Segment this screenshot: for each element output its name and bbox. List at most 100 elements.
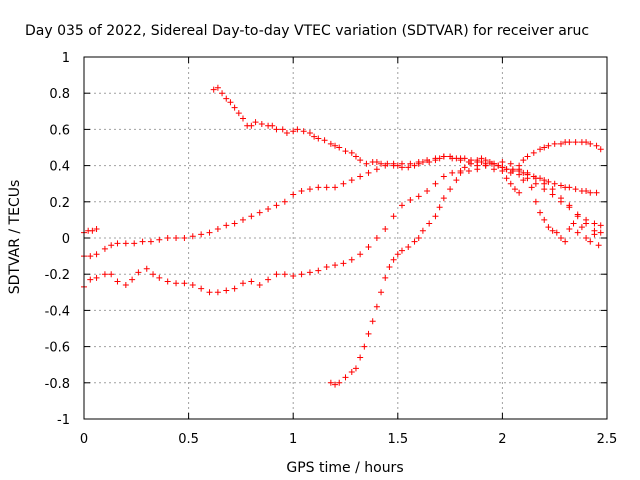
data-point bbox=[348, 149, 355, 156]
data-point bbox=[231, 104, 238, 111]
data-point bbox=[382, 225, 389, 232]
data-point bbox=[407, 160, 414, 167]
data-point bbox=[390, 160, 397, 167]
data-point bbox=[386, 263, 393, 270]
data-point bbox=[321, 137, 328, 144]
data-point bbox=[524, 171, 531, 178]
data-point bbox=[415, 193, 422, 200]
y-axis-ticks: 1 0.8 0.6 0.4 0.2 0 -0.2 -0.4 -0.6 -0.8 -1 bbox=[45, 51, 607, 428]
data-point bbox=[181, 235, 188, 241]
data-point bbox=[566, 225, 573, 232]
data-point bbox=[101, 245, 108, 252]
data-points bbox=[81, 84, 604, 388]
data-point bbox=[587, 140, 594, 147]
data-point bbox=[390, 213, 397, 220]
data-point bbox=[315, 135, 322, 142]
data-point bbox=[537, 209, 544, 216]
data-point bbox=[587, 189, 594, 196]
data-point bbox=[398, 202, 405, 209]
data-point bbox=[336, 379, 343, 386]
data-point bbox=[382, 274, 389, 281]
data-point bbox=[593, 189, 600, 196]
y-tick-label: 0.8 bbox=[49, 87, 70, 102]
y-axis-label: SDTVAR / TECUs bbox=[7, 180, 23, 295]
data-point bbox=[336, 144, 343, 151]
data-point bbox=[453, 177, 460, 184]
data-point bbox=[553, 229, 560, 236]
x-axis-ticks: 0 0.5 1 1.5 2 2.5 bbox=[80, 57, 617, 447]
x-tick-label: 2 bbox=[498, 432, 506, 447]
data-point bbox=[189, 282, 196, 289]
data-point bbox=[87, 253, 94, 260]
data-point bbox=[491, 166, 498, 173]
data-point bbox=[411, 162, 418, 169]
y-tick-label: -1 bbox=[57, 413, 70, 428]
data-point bbox=[551, 140, 558, 147]
data-point bbox=[415, 158, 422, 165]
data-point bbox=[357, 251, 364, 258]
data-point bbox=[398, 160, 405, 167]
data-point bbox=[290, 128, 297, 135]
data-point bbox=[181, 280, 188, 287]
data-point bbox=[239, 115, 246, 122]
data-point bbox=[557, 235, 564, 241]
data-point bbox=[503, 166, 510, 173]
data-point bbox=[352, 365, 359, 372]
data-point bbox=[394, 251, 401, 258]
data-point bbox=[150, 271, 157, 278]
data-point bbox=[131, 240, 138, 247]
data-point bbox=[549, 227, 556, 234]
y-tick-label: -0.8 bbox=[45, 377, 70, 392]
data-point bbox=[315, 267, 322, 274]
data-point bbox=[465, 168, 472, 175]
data-point bbox=[93, 274, 100, 281]
data-point bbox=[597, 222, 604, 229]
data-point bbox=[537, 146, 544, 153]
data-point bbox=[340, 180, 347, 187]
data-point bbox=[239, 280, 246, 287]
data-point bbox=[482, 162, 489, 169]
data-point bbox=[235, 110, 242, 117]
y-tick-label: -0.2 bbox=[45, 268, 70, 283]
data-point bbox=[574, 229, 581, 236]
data-point bbox=[583, 220, 590, 227]
data-point bbox=[129, 276, 136, 283]
data-point bbox=[101, 271, 108, 278]
data-point bbox=[369, 318, 376, 325]
data-point bbox=[597, 229, 604, 236]
data-point bbox=[361, 343, 368, 350]
data-point bbox=[511, 186, 518, 193]
chart-title: Day 035 of 2022, Sidereal Day-to-day VTE… bbox=[25, 23, 589, 39]
x-tick-label: 1 bbox=[289, 432, 297, 447]
data-point bbox=[491, 160, 498, 167]
data-point bbox=[532, 175, 539, 182]
data-point bbox=[449, 169, 456, 176]
data-point bbox=[223, 95, 230, 102]
data-point bbox=[570, 220, 577, 227]
data-point bbox=[507, 160, 514, 167]
data-point bbox=[281, 198, 288, 205]
data-point bbox=[551, 180, 558, 187]
x-tick-label: 0.5 bbox=[178, 432, 199, 447]
data-point bbox=[300, 128, 307, 135]
data-point bbox=[298, 271, 305, 278]
data-point bbox=[566, 202, 573, 209]
data-point bbox=[574, 213, 581, 220]
data-point bbox=[363, 160, 370, 167]
data-point bbox=[378, 289, 385, 296]
data-point bbox=[248, 213, 255, 220]
data-point bbox=[447, 186, 454, 193]
data-point bbox=[332, 262, 339, 269]
data-point bbox=[432, 155, 439, 162]
data-point bbox=[591, 231, 598, 238]
data-point bbox=[231, 285, 238, 292]
data-point bbox=[214, 84, 221, 91]
data-point bbox=[210, 86, 217, 93]
data-point bbox=[557, 182, 564, 189]
data-point bbox=[265, 206, 272, 213]
data-point bbox=[156, 236, 163, 243]
data-point bbox=[164, 235, 171, 241]
data-point bbox=[327, 379, 334, 386]
data-point bbox=[239, 216, 246, 223]
data-point bbox=[283, 130, 290, 137]
